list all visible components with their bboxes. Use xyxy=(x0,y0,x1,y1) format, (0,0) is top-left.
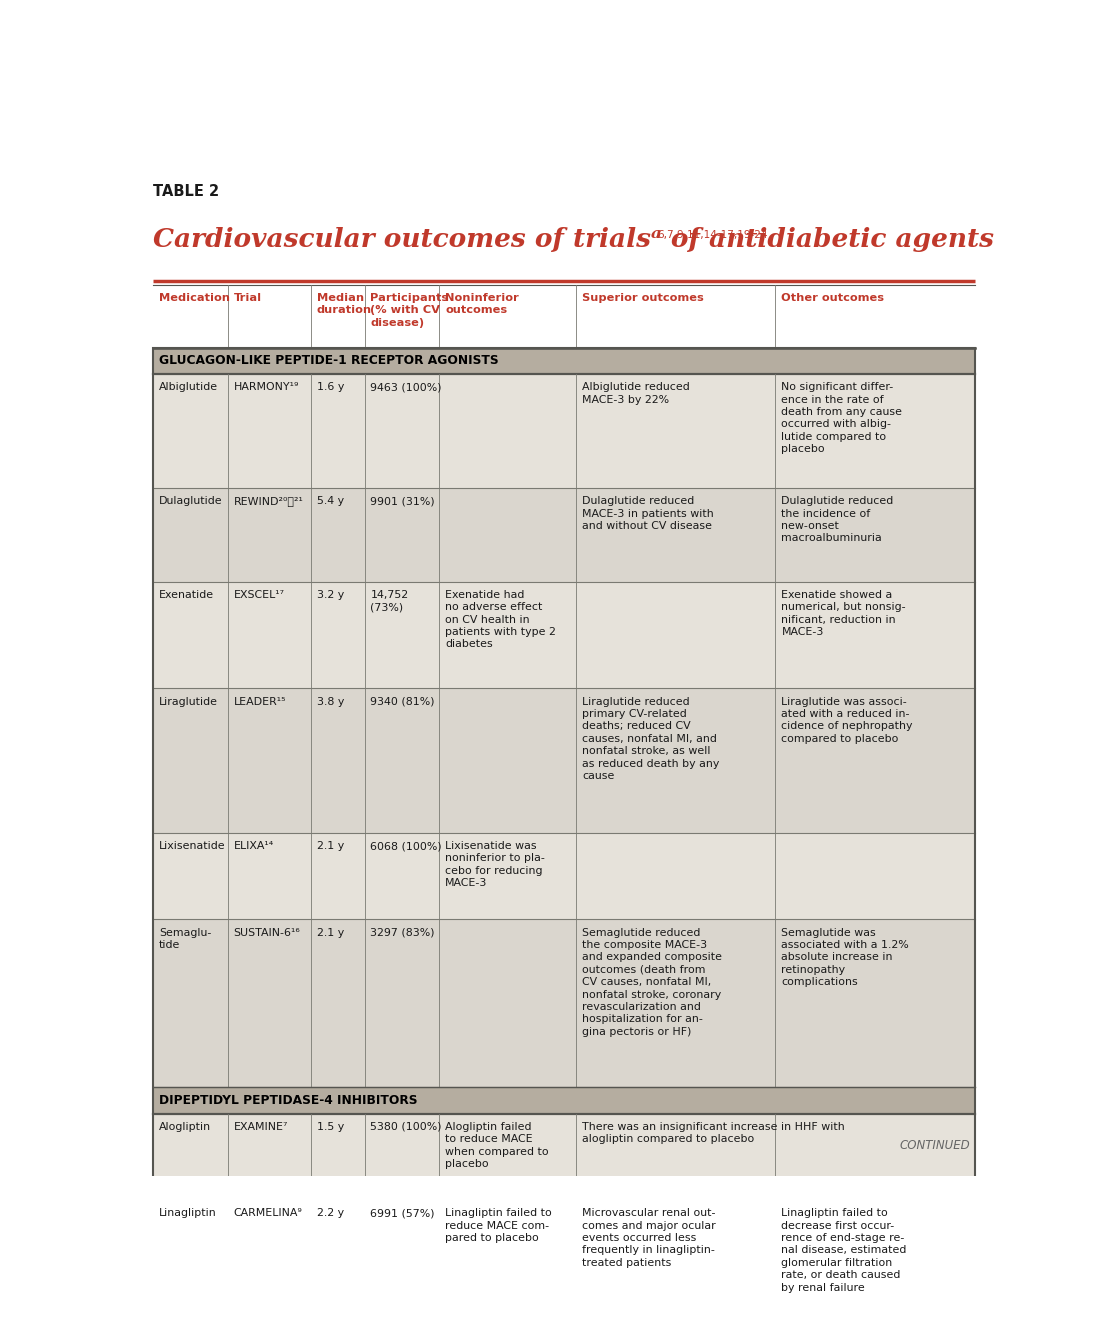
Text: SUSTAIN-6¹⁶: SUSTAIN-6¹⁶ xyxy=(233,927,300,938)
Text: 9901 (31%): 9901 (31%) xyxy=(371,497,436,506)
Text: Exenatide showed a
numerical, but nonsig-
nificant, reduction in
MACE-3: Exenatide showed a numerical, but nonsig… xyxy=(781,589,906,637)
Text: 2.2 y: 2.2 y xyxy=(317,1209,343,1218)
Bar xyxy=(153,284,975,347)
Text: Median
duration: Median duration xyxy=(317,293,372,316)
Text: REWIND²⁰，²¹: REWIND²⁰，²¹ xyxy=(233,497,304,506)
Text: Semaglu-
tide: Semaglu- tide xyxy=(158,927,211,950)
Text: Alogliptin failed
to reduce MACE
when compared to
placebo: Alogliptin failed to reduce MACE when co… xyxy=(446,1122,549,1169)
Text: 1.5 y: 1.5 y xyxy=(317,1122,344,1132)
Text: Linagliptin: Linagliptin xyxy=(158,1209,217,1218)
Text: Albiglutide: Albiglutide xyxy=(158,382,218,392)
Text: No significant differ-
ence in the rate of
death from any cause
occurred with al: No significant differ- ence in the rate … xyxy=(781,382,902,454)
Text: Liraglutide reduced
primary CV-related
deaths; reduced CV
causes, nonfatal MI, a: Liraglutide reduced primary CV-related d… xyxy=(582,696,719,781)
Text: 14,752
(73%): 14,752 (73%) xyxy=(371,589,408,612)
Text: Superior outcomes: Superior outcomes xyxy=(582,293,704,303)
Text: Liraglutide was associ-
ated with a reduced in-
cidence of nephropathy
compared : Liraglutide was associ- ated with a redu… xyxy=(781,696,913,744)
Text: Participants
(% with CV
disease): Participants (% with CV disease) xyxy=(371,293,449,328)
Text: CONTINUED: CONTINUED xyxy=(900,1139,970,1152)
Text: EXSCEL¹⁷: EXSCEL¹⁷ xyxy=(233,589,285,600)
Text: Dulaglutide reduced
the incidence of
new-onset
macroalbuminuria: Dulaglutide reduced the incidence of new… xyxy=(781,497,893,543)
Bar xyxy=(153,581,975,688)
Text: Semaglutide was
associated with a 1.2%
absolute increase in
retinopathy
complica: Semaglutide was associated with a 1.2% a… xyxy=(781,927,909,987)
Text: GLUCAGON-LIKE PEPTIDE-1 RECEPTOR AGONISTS: GLUCAGON-LIKE PEPTIDE-1 RECEPTOR AGONIST… xyxy=(158,354,498,367)
Text: 3297 (83%): 3297 (83%) xyxy=(371,927,435,938)
Text: 6068 (100%): 6068 (100%) xyxy=(371,841,442,851)
Text: HARMONY¹⁹: HARMONY¹⁹ xyxy=(233,382,299,392)
Text: Albiglutide reduced
MACE-3 by 22%: Albiglutide reduced MACE-3 by 22% xyxy=(582,382,690,404)
Text: Semaglutide reduced
the composite MACE-3
and expanded composite
outcomes (death : Semaglutide reduced the composite MACE-3… xyxy=(582,927,723,1037)
Text: DIPEPTIDYL PEPTIDASE-4 INHIBITORS: DIPEPTIDYL PEPTIDASE-4 INHIBITORS xyxy=(158,1094,417,1107)
Text: ELIXA¹⁴: ELIXA¹⁴ xyxy=(233,841,274,851)
Text: Dulaglutide: Dulaglutide xyxy=(158,497,222,506)
Text: Microvascular renal out-
comes and major ocular
events occurred less
frequently : Microvascular renal out- comes and major… xyxy=(582,1209,716,1268)
Text: Liraglutide: Liraglutide xyxy=(158,696,218,707)
Bar xyxy=(153,487,975,581)
Text: 1.6 y: 1.6 y xyxy=(317,382,344,392)
Text: LEADER¹⁵: LEADER¹⁵ xyxy=(233,696,286,707)
Text: 9340 (81%): 9340 (81%) xyxy=(371,696,435,707)
Text: 2.1 y: 2.1 y xyxy=(317,841,344,851)
Text: Exenatide had
no adverse effect
on CV health in
patients with type 2
diabetes: Exenatide had no adverse effect on CV he… xyxy=(446,589,557,650)
Text: There was an insignificant increase in HHF with
alogliptin compared to placebo: There was an insignificant increase in H… xyxy=(582,1122,845,1144)
Bar xyxy=(153,1087,975,1114)
Text: CARMELINA⁹: CARMELINA⁹ xyxy=(233,1209,302,1218)
Text: Medication: Medication xyxy=(158,293,230,303)
Text: Lixisenatide: Lixisenatide xyxy=(158,841,225,851)
Text: 2.1 y: 2.1 y xyxy=(317,927,344,938)
Text: 3.8 y: 3.8 y xyxy=(317,696,344,707)
Text: 5.4 y: 5.4 y xyxy=(317,497,343,506)
Bar xyxy=(153,374,975,487)
Text: Dulaglutide reduced
MACE-3 in patients with
and without CV disease: Dulaglutide reduced MACE-3 in patients w… xyxy=(582,497,714,531)
Text: 6,7,9,11,14-17,19-24: 6,7,9,11,14-17,19-24 xyxy=(658,230,768,239)
Text: TABLE 2: TABLE 2 xyxy=(153,184,219,199)
Text: Lixisenatide was
noninferior to pla-
cebo for reducing
MACE-3: Lixisenatide was noninferior to pla- ceb… xyxy=(446,841,546,888)
Bar xyxy=(153,834,975,919)
Text: 5380 (100%): 5380 (100%) xyxy=(371,1122,442,1132)
Text: EXAMINE⁷: EXAMINE⁷ xyxy=(233,1122,288,1132)
Bar xyxy=(153,919,975,1087)
Text: Cardiovascular outcomes of trialsᵃ of antidiabetic agents: Cardiovascular outcomes of trialsᵃ of an… xyxy=(153,227,993,252)
Text: Noninferior
outcomes: Noninferior outcomes xyxy=(446,293,519,316)
Bar xyxy=(153,1199,975,1321)
Text: 6991 (57%): 6991 (57%) xyxy=(371,1209,435,1218)
Bar xyxy=(153,688,975,834)
Text: Exenatide: Exenatide xyxy=(158,589,213,600)
Text: 3.2 y: 3.2 y xyxy=(317,589,344,600)
Text: Alogliptin: Alogliptin xyxy=(158,1122,211,1132)
Text: Linagliptin failed to
reduce MACE com-
pared to placebo: Linagliptin failed to reduce MACE com- p… xyxy=(446,1209,552,1243)
Text: 9463 (100%): 9463 (100%) xyxy=(371,382,442,392)
Text: Trial: Trial xyxy=(233,293,262,303)
Text: Linagliptin failed to
decrease first occur-
rence of end-stage re-
nal disease, : Linagliptin failed to decrease first occ… xyxy=(781,1209,906,1293)
Bar xyxy=(153,1114,975,1199)
Text: Other outcomes: Other outcomes xyxy=(781,293,884,303)
Bar xyxy=(153,347,975,374)
